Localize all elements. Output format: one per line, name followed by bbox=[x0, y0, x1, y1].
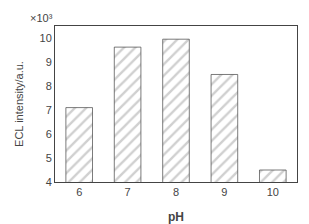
svg-text:×10³: ×10³ bbox=[30, 12, 53, 24]
svg-text:7: 7 bbox=[46, 104, 52, 116]
svg-text:8: 8 bbox=[173, 186, 179, 198]
svg-text:4: 4 bbox=[46, 176, 52, 188]
svg-text:ECL intensity/a.u.: ECL intensity/a.u. bbox=[13, 61, 25, 147]
svg-text:pH: pH bbox=[168, 210, 184, 224]
svg-text:9: 9 bbox=[221, 186, 227, 198]
svg-text:10: 10 bbox=[267, 186, 279, 198]
svg-text:9: 9 bbox=[46, 56, 52, 68]
svg-text:6: 6 bbox=[76, 186, 82, 198]
svg-text:10: 10 bbox=[40, 32, 52, 44]
svg-text:5: 5 bbox=[46, 152, 52, 164]
svg-text:6: 6 bbox=[46, 128, 52, 140]
svg-text:7: 7 bbox=[125, 186, 131, 198]
svg-text:8: 8 bbox=[46, 80, 52, 92]
